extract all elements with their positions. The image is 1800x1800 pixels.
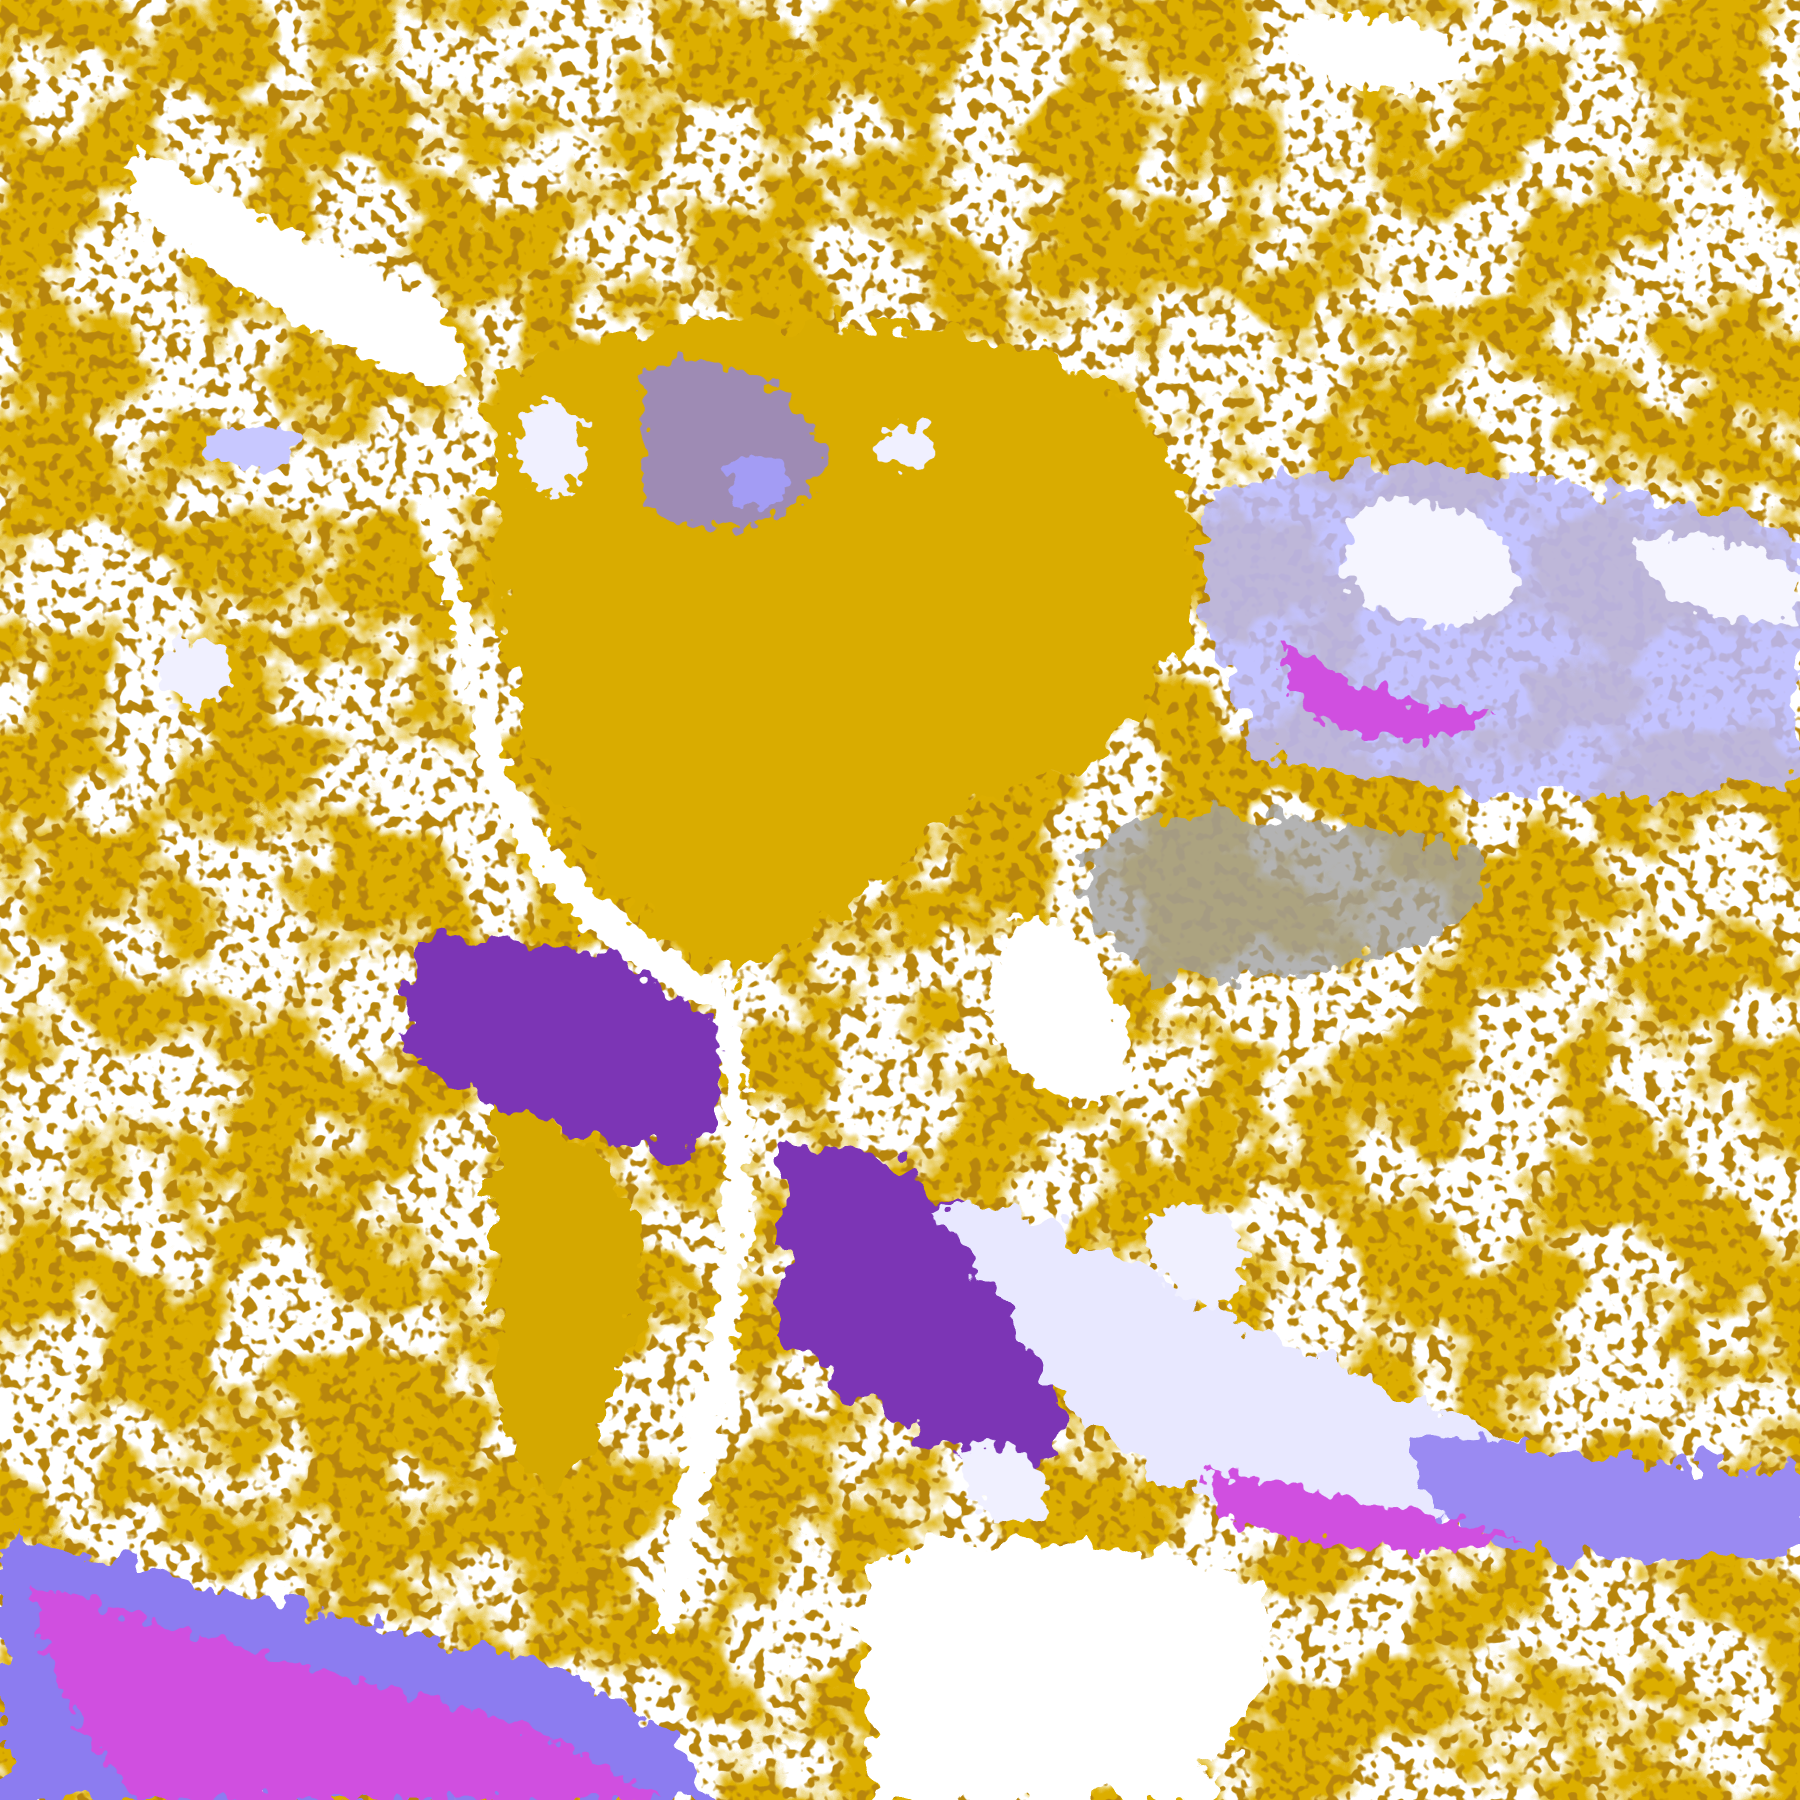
clear-patch (987, 917, 1127, 1103)
cloud-cell (160, 637, 230, 706)
purple-ocean-west (401, 935, 727, 1153)
cloud-cell (962, 1444, 1047, 1523)
cloud-details (34, 360, 1800, 1800)
clear-patch (1285, 13, 1470, 90)
clear-bands (126, 13, 1470, 1631)
clear-southeast (859, 1541, 1269, 1800)
gray-cloud (1085, 815, 1493, 978)
magenta-cloud (1285, 642, 1493, 741)
clear-patch (126, 149, 465, 386)
cloud-cell (516, 401, 586, 494)
gold-ocean-west (489, 1102, 643, 1493)
andes-clear-strip (413, 493, 751, 1631)
cloud-band-east (1202, 466, 1800, 796)
magenta-southwest (34, 1584, 666, 1800)
cloud-band-east-south (1423, 1434, 1800, 1566)
purple-ocean-south (780, 1145, 1059, 1470)
cloud-top (1343, 499, 1517, 626)
purple-cloud (642, 360, 827, 529)
magenta-south (1205, 1469, 1516, 1551)
cloud-top (1630, 536, 1800, 623)
cloud-cell (1146, 1205, 1245, 1304)
cloud-cell (878, 424, 936, 471)
cloud-cell (206, 424, 299, 471)
